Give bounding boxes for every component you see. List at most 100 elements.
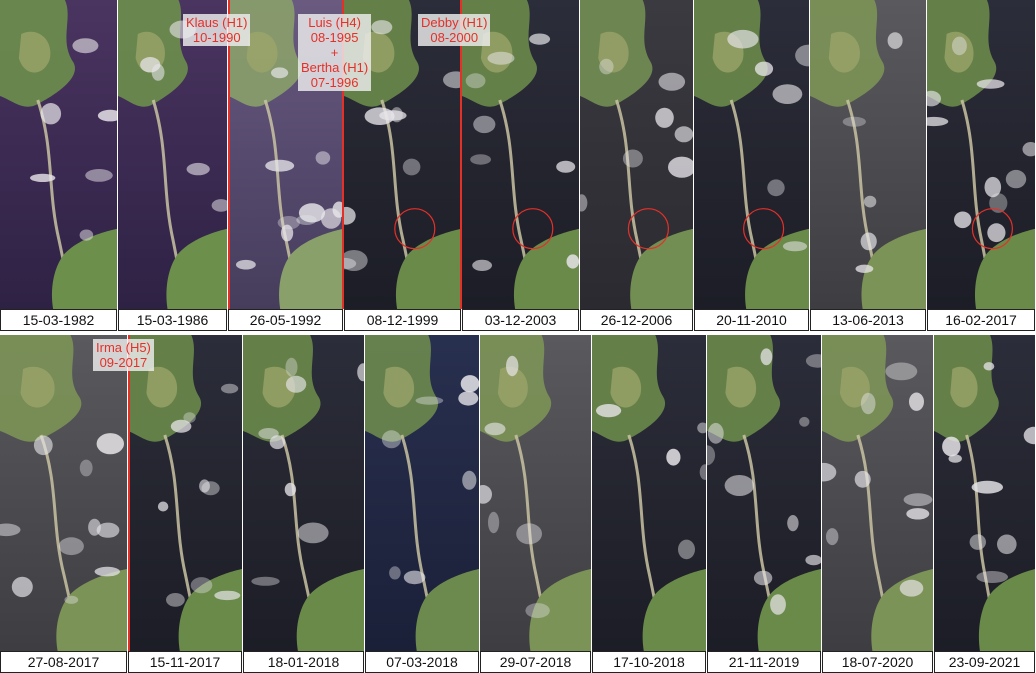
breach-highlight-circle: [512, 208, 554, 250]
cloud: [58, 537, 84, 556]
satellite-image: [243, 335, 364, 651]
hurricane-event-text: +: [330, 45, 339, 60]
cloud: [284, 482, 297, 497]
cloud: [863, 195, 877, 208]
hurricane-event-label: Klaus (H1) 10-1990: [183, 14, 251, 46]
acquisition-date-label: 26-12-2006: [580, 309, 693, 331]
hurricane-event-text: Irma (H5): [96, 340, 151, 355]
cloud: [855, 264, 874, 273]
cloud: [885, 362, 918, 381]
cloud: [64, 595, 79, 604]
satellite-image: [822, 335, 933, 651]
cloud: [951, 36, 967, 56]
cloud: [599, 58, 614, 75]
cloud: [674, 126, 693, 143]
satellite-image-panel: 08-12-1999: [344, 0, 462, 331]
inland-lagoon: [828, 31, 860, 73]
hurricane-event-text: 08-2000: [430, 30, 479, 45]
cloud: [214, 590, 241, 601]
cloud: [269, 435, 286, 450]
acquisition-date-label: 18-07-2020: [822, 651, 933, 673]
satellite-image-panel: 17-10-2018: [592, 335, 707, 673]
cloud: [987, 223, 1006, 243]
satellite-image-panel: 26-12-2006: [580, 0, 694, 331]
cloud: [315, 151, 331, 165]
southern-landmass: [529, 569, 591, 651]
cloud: [1022, 142, 1035, 157]
satellite-image-panel: 18-01-2018: [243, 335, 365, 673]
cloud: [33, 435, 53, 456]
breach-highlight-circle: [627, 208, 670, 250]
satellite-image-panel: 21-11-2019: [707, 335, 822, 673]
hurricane-event-label: Debby (H1) 08-2000: [418, 14, 491, 46]
cloud: [465, 73, 486, 89]
satellite-image-panel: 29-07-2018: [480, 335, 592, 673]
cloud: [516, 523, 542, 545]
cloud: [281, 224, 294, 242]
cloud: [860, 232, 877, 251]
cloud: [85, 169, 113, 182]
cloud: [285, 375, 307, 393]
cloud: [927, 116, 949, 127]
hurricane-event-text: Luis (H4): [308, 15, 361, 30]
hurricane-event-text: Bertha (H1): [301, 60, 369, 75]
cloud: [942, 436, 961, 457]
cloud: [707, 422, 724, 444]
cloud: [909, 392, 924, 411]
cloud: [655, 107, 674, 128]
inland-lagoon: [610, 366, 642, 408]
hurricane-event-text: 07-1996: [310, 75, 359, 90]
cloud: [472, 259, 492, 271]
cloud: [265, 159, 295, 172]
southern-landmass: [978, 569, 1035, 651]
acquisition-date-label: 20-11-2010: [694, 309, 809, 331]
cloud: [566, 254, 579, 269]
cloud: [727, 29, 759, 49]
cloud: [251, 576, 280, 586]
hurricane-event-marker-line: [228, 0, 230, 309]
satellite-image: [118, 0, 227, 309]
cloud: [556, 160, 576, 173]
cloud: [443, 71, 461, 89]
inland-lagoon: [262, 366, 296, 408]
cloud: [79, 459, 93, 477]
cloud: [97, 109, 117, 122]
cloud: [221, 383, 239, 394]
inland-lagoon: [497, 366, 528, 408]
cloud: [403, 570, 426, 585]
hurricane-event-marker-line: [342, 0, 344, 309]
inland-lagoon: [383, 366, 415, 408]
hurricane-event-label: Irma (H5) 09-2017: [93, 339, 154, 371]
cloud: [842, 116, 866, 127]
southern-landmass: [974, 228, 1035, 309]
satellite-image-panel: 13-06-2013: [810, 0, 927, 331]
cloud: [151, 64, 165, 81]
cloud: [782, 241, 808, 252]
satellite-image: [0, 0, 117, 309]
satellite-image-panel: 15-03-1986: [118, 0, 228, 331]
hurricane-event-text: Debby (H1): [421, 15, 488, 30]
hurricane-event-label: Luis (H4) 08-1995 + Bertha (H1) 07-1996: [298, 14, 372, 91]
cloud: [462, 470, 477, 490]
cloud: [199, 479, 210, 493]
cloud: [170, 419, 192, 433]
satellite-image-panel: 03-12-2003: [462, 0, 580, 331]
hurricane-event-text: 08-1995: [310, 30, 359, 45]
acquisition-date-label: 18-01-2018: [243, 651, 364, 673]
cloud: [332, 201, 343, 218]
cloud: [983, 362, 995, 371]
cloud: [94, 566, 121, 577]
cloud: [822, 462, 837, 482]
cloud: [927, 90, 941, 107]
cloud: [989, 193, 1008, 213]
cloud: [389, 566, 401, 580]
satellite-image-panel: 07-03-2018: [365, 335, 480, 673]
cloud: [344, 257, 357, 270]
cloud: [30, 173, 56, 182]
breach-highlight-circle: [394, 208, 436, 250]
satellite-image: [0, 335, 127, 651]
cloud: [484, 422, 506, 436]
cloud: [948, 454, 962, 463]
cloud: [390, 107, 403, 123]
southern-landmass: [513, 228, 579, 309]
